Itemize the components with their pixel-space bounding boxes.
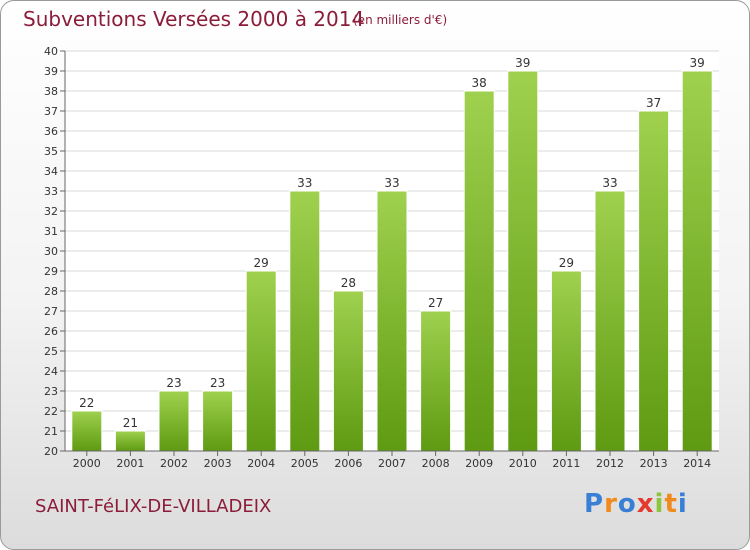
data-label: 21 <box>123 416 138 430</box>
logo-letter: i <box>654 489 665 519</box>
y-tick-label: 37 <box>44 105 58 118</box>
x-tick-label: 2010 <box>509 457 537 470</box>
bar <box>594 190 626 452</box>
y-tick-label: 38 <box>44 85 58 98</box>
bar <box>681 70 713 452</box>
data-label: 23 <box>210 376 225 390</box>
data-label: 33 <box>297 176 312 190</box>
data-label: 29 <box>254 256 269 270</box>
y-tick-label: 22 <box>44 405 58 418</box>
y-tick-label: 28 <box>44 285 58 298</box>
y-tick-label: 30 <box>44 245 58 258</box>
data-label: 39 <box>515 56 530 70</box>
data-label: 29 <box>559 256 574 270</box>
bar <box>550 270 582 452</box>
data-label: 27 <box>428 296 443 310</box>
data-label: 38 <box>472 76 487 90</box>
bar <box>420 310 452 452</box>
bar <box>71 410 103 452</box>
x-tick-label: 2014 <box>683 457 711 470</box>
y-tick-label: 31 <box>44 225 58 238</box>
bar <box>463 90 495 452</box>
chart-subtitle: (en milliers d'€) <box>353 13 448 27</box>
x-tick-label: 2002 <box>160 457 188 470</box>
bar <box>289 190 321 452</box>
bar <box>507 70 539 452</box>
commune-name: SAINT-FéLIX-DE-VILLADEIX <box>35 496 272 517</box>
x-tick-label: 2009 <box>465 457 493 470</box>
bar <box>158 390 190 452</box>
y-tick-label: 29 <box>44 265 58 278</box>
data-label: 33 <box>602 176 617 190</box>
x-tick-label: 2003 <box>204 457 232 470</box>
x-tick-label: 2001 <box>116 457 144 470</box>
proxiti-logo: Proxiti <box>584 489 688 519</box>
logo-letter: t <box>664 489 678 519</box>
y-tick-label: 32 <box>44 205 58 218</box>
x-tick-label: 2005 <box>291 457 319 470</box>
x-tick-label: 2008 <box>422 457 450 470</box>
x-tick-label: 2013 <box>640 457 668 470</box>
x-tick-label: 2004 <box>247 457 275 470</box>
data-label: 23 <box>166 376 181 390</box>
bar <box>332 290 364 452</box>
y-tick-label: 35 <box>44 145 58 158</box>
y-tick-label: 25 <box>44 345 58 358</box>
data-label: 28 <box>341 276 356 290</box>
y-tick-label: 24 <box>44 365 58 378</box>
bar <box>114 430 146 452</box>
bar <box>376 190 408 452</box>
y-tick-label: 39 <box>44 65 58 78</box>
data-label: 33 <box>384 176 399 190</box>
x-tick-label: 2006 <box>334 457 362 470</box>
y-tick-label: 23 <box>44 385 58 398</box>
bar <box>638 110 670 452</box>
y-tick-label: 33 <box>44 185 58 198</box>
logo-letter: r <box>604 489 618 519</box>
y-tick-label: 34 <box>44 165 58 178</box>
logo-letter: o <box>617 489 637 519</box>
data-label: 39 <box>690 56 705 70</box>
y-tick-label: 36 <box>44 125 58 138</box>
data-label: 22 <box>79 396 94 410</box>
x-tick-label: 2011 <box>552 457 580 470</box>
bar <box>202 390 234 452</box>
y-tick-label: 27 <box>44 305 58 318</box>
logo-letter: P <box>584 489 605 519</box>
y-tick-label: 21 <box>44 425 58 438</box>
x-tick-label: 2007 <box>378 457 406 470</box>
logo-letter: x <box>636 489 655 519</box>
x-tick-label: 2012 <box>596 457 624 470</box>
y-tick-label: 40 <box>44 45 58 58</box>
data-label: 37 <box>646 96 661 110</box>
x-tick-label: 2000 <box>73 457 101 470</box>
y-tick-label: 20 <box>44 445 58 458</box>
bar <box>245 270 277 452</box>
chart-title: Subventions Versées 2000 à 2014 <box>23 7 365 31</box>
y-tick-label: 26 <box>44 325 58 338</box>
logo-letter: i <box>677 489 688 519</box>
